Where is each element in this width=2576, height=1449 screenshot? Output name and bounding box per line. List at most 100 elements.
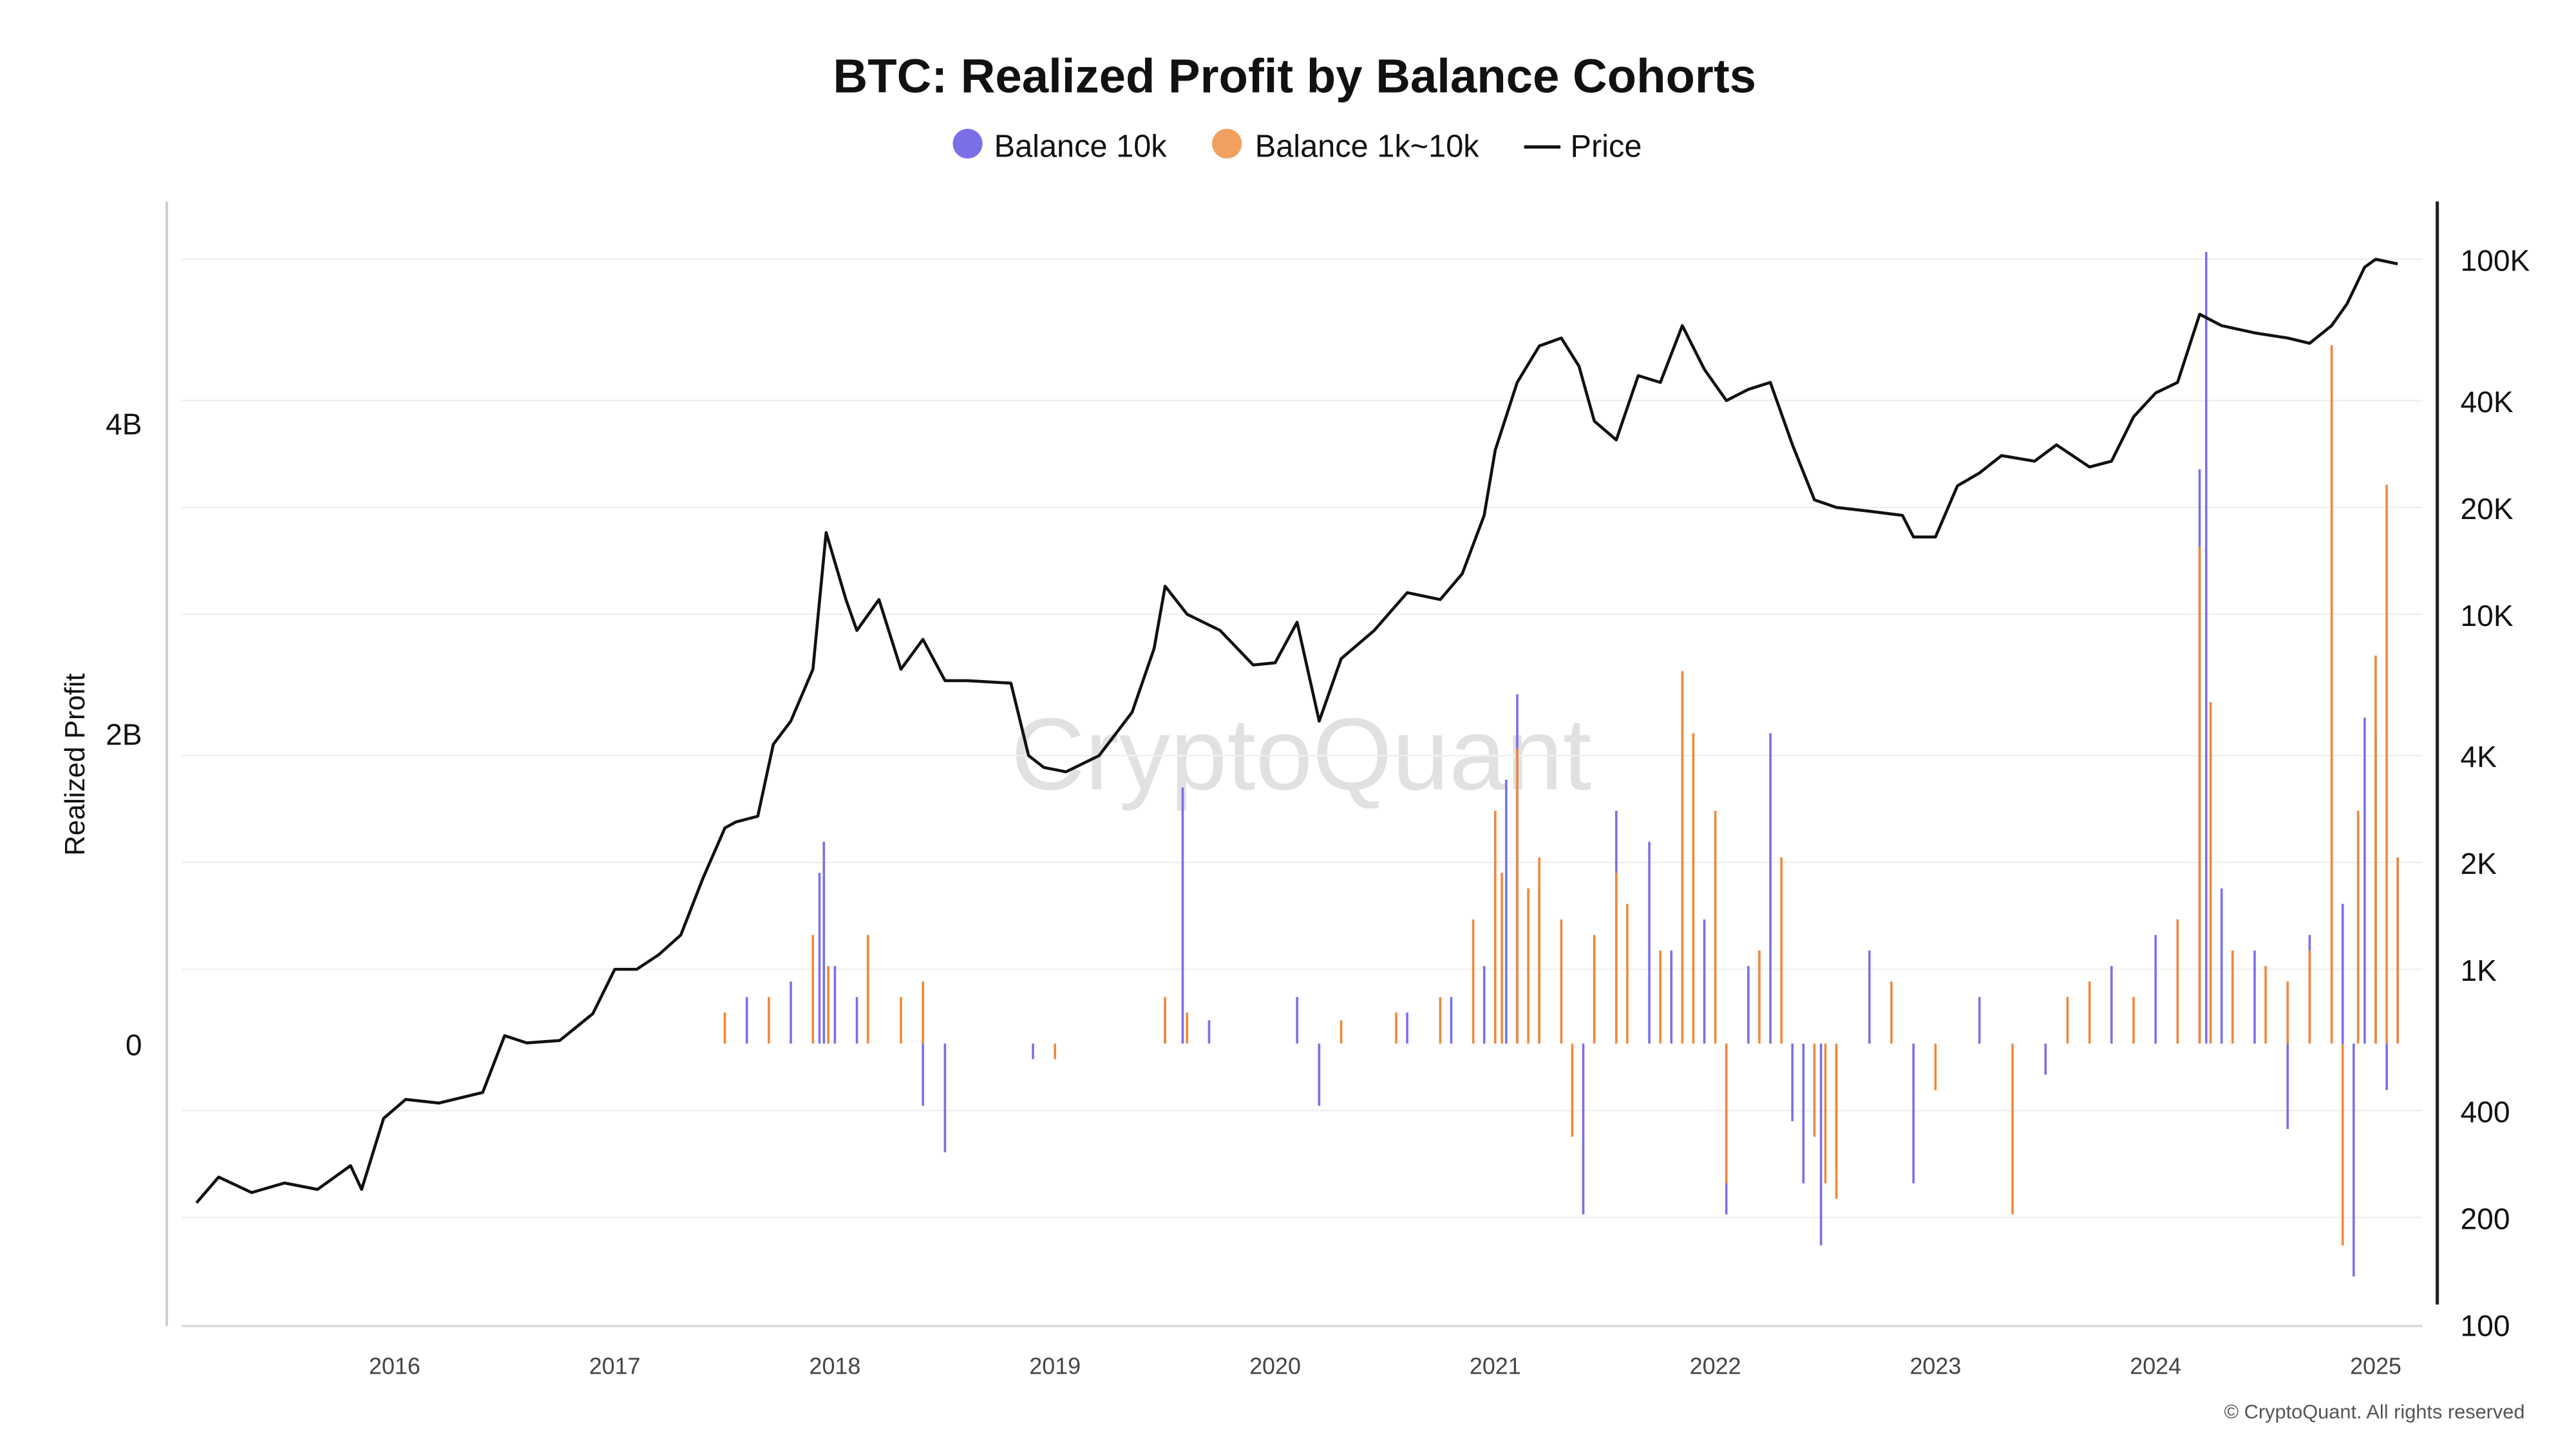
bar bbox=[1406, 1012, 1408, 1044]
bar bbox=[2209, 702, 2212, 1044]
x-tick-label: 2022 bbox=[1690, 1353, 1741, 1379]
bar bbox=[1725, 1043, 1728, 1184]
bar bbox=[2176, 919, 2179, 1044]
y-axis-label: Realized Profit bbox=[60, 673, 91, 855]
right-tick-label: 10K bbox=[2461, 599, 2514, 632]
bar bbox=[855, 997, 858, 1044]
bar bbox=[2353, 1043, 2355, 1277]
bar bbox=[1714, 810, 1717, 1044]
bar bbox=[2341, 1043, 2344, 1245]
right-tick-label: 100 bbox=[2461, 1309, 2510, 1342]
x-tick-label: 2017 bbox=[589, 1353, 641, 1379]
x-tick-label: 2019 bbox=[1029, 1353, 1081, 1379]
bar bbox=[2198, 547, 2201, 1044]
bar bbox=[2110, 966, 2113, 1044]
bar bbox=[866, 934, 869, 1044]
bar bbox=[1582, 1043, 1585, 1215]
left-axis-ticks: 0 2B 4B bbox=[106, 407, 142, 1061]
bar bbox=[900, 997, 902, 1044]
legend: Balance 10k Balance 1k~10k Price bbox=[952, 129, 1642, 164]
bar bbox=[1472, 919, 1475, 1044]
legend-swatch-balance-10k bbox=[952, 129, 983, 159]
bar bbox=[1758, 950, 1761, 1044]
legend-swatch-balance-1k-10k bbox=[1212, 129, 1242, 159]
bar bbox=[2363, 717, 2366, 1044]
bar bbox=[1318, 1043, 1321, 1106]
left-tick-label: 2B bbox=[106, 717, 142, 751]
bar bbox=[2385, 484, 2388, 1044]
bar bbox=[2356, 810, 2360, 1044]
x-tick-label: 2020 bbox=[1249, 1353, 1301, 1379]
bar bbox=[827, 966, 829, 1044]
x-axis-ticks: 2016 2017 2018 2019 2020 2021 2022 2023 2024 2025 bbox=[369, 1353, 2401, 1379]
bar bbox=[1791, 1043, 1794, 1122]
right-tick-label: 100K bbox=[2461, 244, 2530, 278]
bar bbox=[2154, 934, 2157, 1044]
right-tick-label: 40K bbox=[2461, 385, 2514, 419]
bar bbox=[2286, 981, 2289, 1044]
bar bbox=[1802, 1043, 1805, 1184]
chart-title: BTC: Realized Profit by Balance Cohorts bbox=[833, 50, 1756, 103]
gridlines bbox=[182, 258, 2423, 1218]
bar bbox=[1505, 779, 1508, 1044]
bar bbox=[1439, 997, 1442, 1044]
bar bbox=[2385, 1043, 2388, 1090]
bar bbox=[1593, 934, 1596, 1044]
bar bbox=[2341, 904, 2344, 1044]
left-tick-label: 4B bbox=[106, 407, 142, 440]
bar bbox=[1626, 904, 1629, 1044]
legend-label-balance-1k-10k[interactable]: Balance 1k~10k bbox=[1255, 129, 1480, 164]
right-tick-label: 2K bbox=[2461, 847, 2497, 880]
bar bbox=[2308, 950, 2311, 1044]
bar bbox=[2066, 997, 2069, 1044]
bar bbox=[811, 934, 815, 1044]
watermark-logo: CryptoQuant bbox=[1011, 697, 1591, 811]
bar bbox=[1494, 810, 1497, 1044]
bar bbox=[1054, 1043, 1057, 1059]
bar bbox=[2044, 1043, 2047, 1075]
bar bbox=[1747, 966, 1750, 1044]
bar bbox=[1692, 733, 1695, 1044]
bar bbox=[1824, 1043, 1827, 1184]
bar bbox=[2204, 252, 2208, 1044]
bar bbox=[1670, 950, 1673, 1044]
bar bbox=[1032, 1043, 1034, 1059]
bar bbox=[2286, 1043, 2289, 1130]
bar bbox=[2088, 981, 2091, 1044]
bar bbox=[2011, 1043, 2014, 1215]
bar bbox=[2374, 655, 2377, 1044]
bar bbox=[2253, 950, 2256, 1044]
x-tick-label: 2016 bbox=[369, 1353, 421, 1379]
right-axis-ticks: 100 200 400 1K 2K 4K 10K 20K 40K 100K bbox=[2461, 244, 2530, 1343]
bar bbox=[822, 842, 826, 1044]
bar bbox=[1835, 1043, 1838, 1199]
legend-label-balance-10k[interactable]: Balance 10k bbox=[994, 129, 1168, 164]
bar bbox=[943, 1043, 947, 1153]
right-tick-label: 200 bbox=[2461, 1202, 2510, 1235]
x-tick-label: 2025 bbox=[2350, 1353, 2401, 1379]
bar bbox=[1890, 981, 1893, 1044]
bar bbox=[1868, 950, 1871, 1044]
bar bbox=[1813, 1043, 1816, 1137]
series-price-line bbox=[195, 258, 2398, 1204]
bar bbox=[1527, 888, 1530, 1044]
bar bbox=[1560, 919, 1563, 1044]
bar bbox=[1780, 857, 1783, 1044]
bar bbox=[1769, 733, 1772, 1044]
bar bbox=[768, 997, 770, 1044]
right-tick-label: 4K bbox=[2461, 740, 2497, 773]
bar bbox=[833, 966, 837, 1044]
legend-label-price[interactable]: Price bbox=[1570, 129, 1642, 164]
left-tick-label: 0 bbox=[126, 1028, 142, 1061]
right-tick-label: 400 bbox=[2461, 1095, 2510, 1128]
bar bbox=[1181, 787, 1184, 1044]
bar bbox=[2264, 966, 2267, 1044]
bar bbox=[2132, 997, 2135, 1044]
bar bbox=[1186, 1012, 1189, 1044]
bar bbox=[1571, 1043, 1574, 1137]
bar bbox=[1615, 873, 1618, 1044]
bar bbox=[1934, 1043, 1937, 1090]
bar bbox=[1912, 1043, 1915, 1184]
bar bbox=[1296, 997, 1298, 1044]
